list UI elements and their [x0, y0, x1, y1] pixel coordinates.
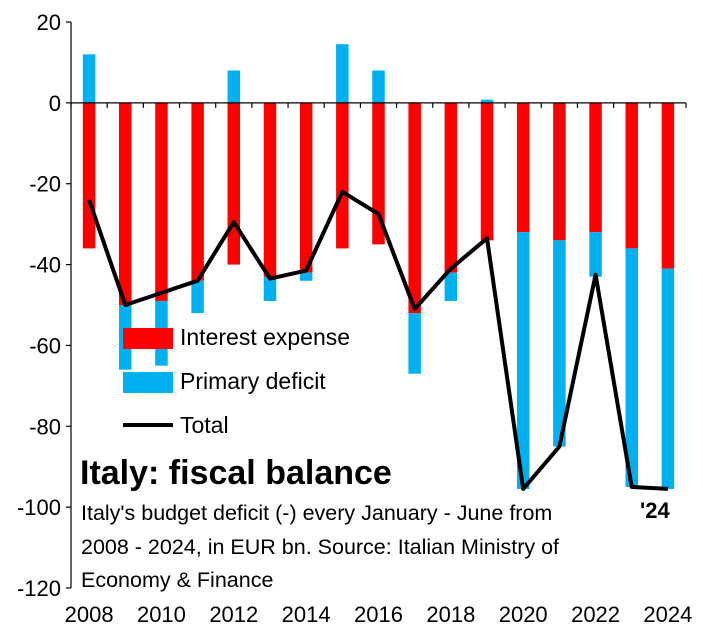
bar-primary-deficit — [553, 240, 566, 447]
x-tick-label: 2018 — [426, 602, 475, 627]
year-annotation: '24 — [640, 498, 670, 523]
y-tick-label: -120 — [17, 576, 61, 601]
legend-label-interest: Interest expense — [180, 324, 350, 350]
y-tick-label: -80 — [29, 414, 61, 439]
y-axis: 20 0 -20 -40 -60 -80 -100 -120 — [17, 10, 72, 601]
y-tick-label: -100 — [17, 495, 61, 520]
bar-interest-expense — [191, 102, 204, 281]
chart-title: Italy: fiscal balance — [80, 454, 392, 492]
x-tick-label: 2012 — [209, 602, 258, 627]
x-tick-label: 2024 — [643, 602, 692, 627]
bar-primary-deficit — [372, 70, 385, 103]
y-tick-label: -40 — [29, 253, 61, 278]
x-tick-label: 2008 — [65, 602, 114, 627]
y-tick-label: -20 — [29, 172, 61, 197]
bar-interest-expense — [516, 102, 530, 233]
total-line-layer — [87, 189, 669, 491]
bar-interest-expense — [155, 102, 168, 301]
bar-primary-deficit — [263, 276, 277, 301]
x-tick-label: 2020 — [499, 602, 548, 627]
bar-layer — [82, 44, 675, 489]
bar-interest-expense — [372, 102, 385, 245]
bar-primary-deficit — [191, 280, 204, 314]
bar-interest-expense — [227, 102, 241, 265]
bar-primary-deficit — [444, 272, 458, 301]
legend-label-total: Total — [180, 412, 229, 438]
bar-interest-expense — [589, 102, 602, 233]
y-tick-label: 20 — [37, 10, 61, 35]
x-tick-label: 2016 — [354, 602, 403, 627]
legend-swatch-primary — [123, 372, 173, 393]
bar-primary-deficit — [227, 70, 241, 103]
chart-subtitle-line-3: Economy & Finance — [81, 568, 273, 592]
bar-primary-deficit — [516, 232, 530, 489]
bar-primary-deficit — [336, 44, 349, 103]
bar-interest-expense — [444, 102, 458, 273]
chart-subtitle-line-1: Italy's budget deficit (-) every January… — [81, 501, 552, 525]
bar-interest-expense — [299, 102, 313, 273]
bar-interest-expense — [625, 102, 638, 249]
bar-primary-deficit — [82, 54, 96, 103]
bar-interest-expense — [553, 102, 566, 241]
bar-interest-expense — [480, 102, 494, 241]
legend: Interest expense Primary deficit Total — [123, 324, 350, 438]
bar-interest-expense — [263, 102, 277, 277]
bar-interest-expense — [408, 102, 421, 314]
bar-interest-expense — [336, 102, 349, 249]
bar-primary-deficit — [589, 232, 602, 277]
bar-primary-deficit — [408, 313, 421, 374]
y-tick-label: -60 — [29, 333, 61, 358]
bar-interest-expense — [661, 102, 675, 269]
bar-primary-deficit — [480, 99, 494, 103]
bar-interest-expense — [119, 102, 132, 305]
zero-axis — [70, 102, 687, 108]
x-tick-label: 2010 — [137, 602, 186, 627]
x-axis-labels: 2008 2010 2012 2014 2016 2018 2020 2022 2024 — [65, 602, 693, 627]
legend-swatch-interest — [123, 328, 173, 349]
legend-label-primary: Primary deficit — [180, 368, 326, 394]
y-tick-label: 0 — [49, 91, 61, 116]
bar-primary-deficit — [299, 272, 313, 281]
x-tick-label: 2022 — [571, 602, 620, 627]
bar-primary-deficit — [661, 268, 675, 489]
total-line — [87, 189, 669, 491]
bar-interest-expense — [82, 102, 96, 249]
x-tick-label: 2014 — [282, 602, 331, 627]
chart-subtitle-line-2: 2008 - 2024, in EUR bn. Source: Italian … — [81, 535, 559, 559]
bar-primary-deficit — [625, 248, 638, 487]
